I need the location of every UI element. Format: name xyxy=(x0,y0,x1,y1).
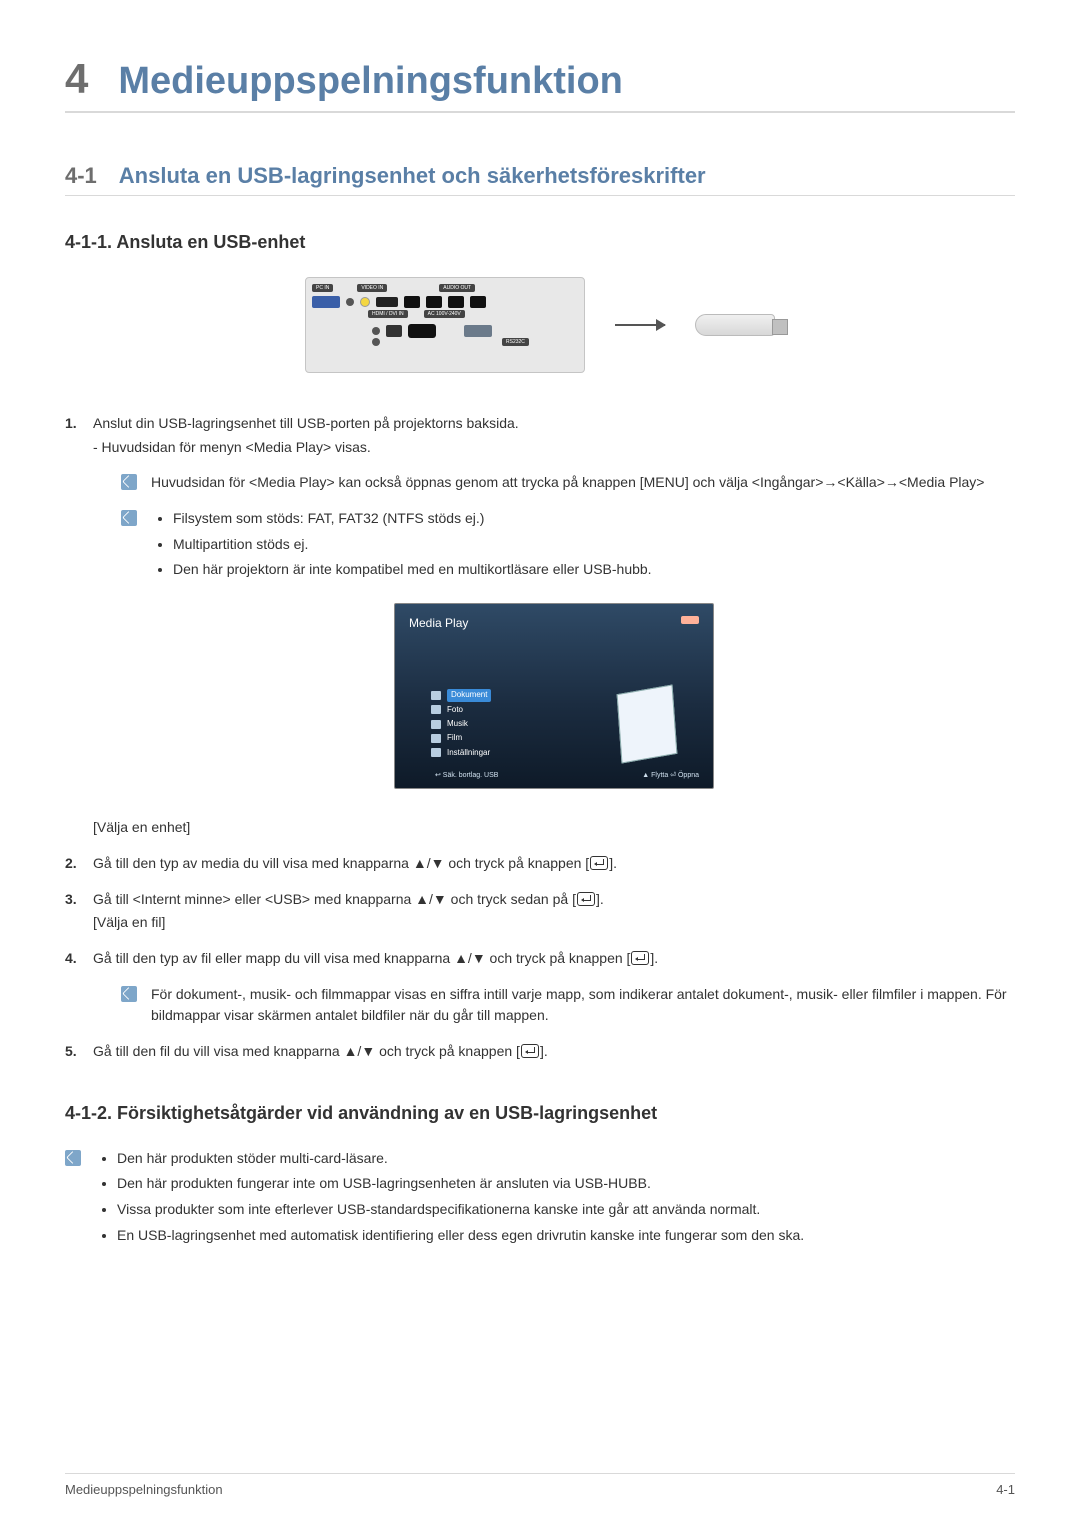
chapter-number: 4 xyxy=(65,55,88,103)
enter-icon xyxy=(631,951,649,965)
photo-icon xyxy=(431,705,441,714)
step-number: 2. xyxy=(65,853,77,875)
footer-right: 4-1 xyxy=(996,1482,1015,1497)
note-block: Filsystem som stöds: FAT, FAT32 (NTFS st… xyxy=(121,508,1015,585)
chapter-heading: 4 Medieuppspelningsfunktion xyxy=(65,55,1015,113)
port-label: HDMI / DVI IN xyxy=(368,310,408,318)
enter-icon xyxy=(577,892,595,906)
media-play-screenshot: Media Play Dokument Foto Musik Film Inst… xyxy=(394,603,714,789)
menu-item: Film xyxy=(431,732,491,744)
jack-icon xyxy=(346,298,354,306)
step-5: 5. Gå till den fil du vill visa med knap… xyxy=(65,1041,1015,1063)
gear-icon xyxy=(431,748,441,757)
jack-icon xyxy=(372,327,380,335)
step-subtext: [Välja en fil] xyxy=(93,912,1015,934)
projector-back-panel: PC IN VIDEO IN AUDIO OUT HDMI / DVI IN A… xyxy=(305,277,585,373)
usb-stick-icon xyxy=(695,314,775,336)
vga-port-icon xyxy=(312,296,340,308)
note-icon xyxy=(121,986,137,1002)
subsection-heading-b: 4-1-2. Försiktighetsåtgärder vid användn… xyxy=(65,1103,1015,1124)
power-port-icon xyxy=(408,324,436,338)
step-number: 5. xyxy=(65,1041,77,1063)
connection-diagram: PC IN VIDEO IN AUDIO OUT HDMI / DVI IN A… xyxy=(65,277,1015,373)
step-1: 1. Anslut din USB-lagringsenhet till USB… xyxy=(65,413,1015,839)
section-number: 4-1 xyxy=(65,163,97,189)
port-label: RS232C xyxy=(502,338,529,346)
step-subtext: - Huvudsidan för menyn <Media Play> visa… xyxy=(93,437,1015,459)
step-text-pre: Gå till den typ av media du vill visa me… xyxy=(93,855,589,871)
note-list: Filsystem som stöds: FAT, FAT32 (NTFS st… xyxy=(151,508,1015,585)
step-text-post: ]. xyxy=(540,1043,548,1059)
menu-item: Foto xyxy=(431,704,491,716)
step-text: Anslut din USB-lagringsenhet till USB-po… xyxy=(93,415,519,431)
note-block: Den här produkten stöder multi-card-läsa… xyxy=(65,1148,1015,1251)
port-label: VIDEO IN xyxy=(357,284,387,292)
jack-icon xyxy=(372,338,380,346)
port-icon xyxy=(386,325,402,337)
note-text: Huvudsidan för <Media Play> kan också öp… xyxy=(151,472,1015,494)
note-item: Multipartition stöds ej. xyxy=(173,534,1015,556)
step-2: 2. Gå till den typ av media du vill visa… xyxy=(65,853,1015,875)
step-text-post: ]. xyxy=(609,855,617,871)
note-item: Filsystem som stöds: FAT, FAT32 (NTFS st… xyxy=(173,508,1015,530)
document-preview-icon xyxy=(617,685,678,764)
serial-port-icon xyxy=(464,325,492,337)
step-text-pre: Gå till den typ av fil eller mapp du vil… xyxy=(93,950,630,966)
note-item: Vissa produkter som inte efterlever USB-… xyxy=(117,1199,1015,1221)
step-4: 4. Gå till den typ av fil eller mapp du … xyxy=(65,948,1015,1027)
media-play-footer-right: ▲ Flytta ⏎ Öppna xyxy=(642,771,699,782)
step-3: 3. Gå till <Internt minne> eller <USB> m… xyxy=(65,889,1015,934)
instruction-list: 1. Anslut din USB-lagringsenhet till USB… xyxy=(65,413,1015,1063)
arrow-right-icon xyxy=(615,324,665,326)
hdmi-port-icon xyxy=(376,297,398,307)
step-number: 1. xyxy=(65,413,77,435)
step-number: 4. xyxy=(65,948,77,970)
enter-icon xyxy=(590,856,608,870)
note-item: En USB-lagringsenhet med automatisk iden… xyxy=(117,1225,1015,1247)
menu-item: Inställningar xyxy=(431,747,491,759)
media-play-menu: Dokument Foto Musik Film Inställningar xyxy=(431,689,491,761)
enter-icon xyxy=(521,1044,539,1058)
step-number: 3. xyxy=(65,889,77,911)
film-icon xyxy=(431,734,441,743)
note-icon xyxy=(65,1150,81,1166)
note-icon xyxy=(121,474,137,490)
caption: [Välja en enhet] xyxy=(93,817,1015,839)
port-label: AC 100V-240V xyxy=(424,310,465,318)
page-footer: Medieuppspelningsfunktion 4-1 xyxy=(65,1473,1015,1497)
rca-port-icon xyxy=(360,297,370,307)
subsection-heading-a: 4-1-1. Ansluta en USB-enhet xyxy=(65,232,1015,253)
note-item: Den här projektorn är inte kompatibel me… xyxy=(173,559,1015,581)
step-text-post: ]. xyxy=(650,950,658,966)
port-icon xyxy=(426,296,442,308)
menu-item: Dokument xyxy=(431,689,491,701)
media-play-footer-left: ↩ Säk. bortlag. USB xyxy=(435,771,498,782)
step-text-pre: Gå till <Internt minne> eller <USB> med … xyxy=(93,891,576,907)
chapter-title: Medieuppspelningsfunktion xyxy=(118,60,623,103)
section-title: Ansluta en USB-lagringsenhet och säkerhe… xyxy=(119,163,706,189)
note-list: Den här produkten stöder multi-card-läsa… xyxy=(95,1148,1015,1251)
section-heading: 4-1 Ansluta en USB-lagringsenhet och säk… xyxy=(65,163,1015,196)
menu-item: Musik xyxy=(431,718,491,730)
note-block: För dokument-, musik- och filmmappar vis… xyxy=(121,984,1015,1027)
note-icon xyxy=(121,510,137,526)
note-item: Den här produkten fungerar inte om USB-l… xyxy=(117,1173,1015,1195)
port-label: AUDIO OUT xyxy=(439,284,475,292)
port-label: PC IN xyxy=(312,284,333,292)
music-icon xyxy=(431,720,441,729)
media-play-title: Media Play xyxy=(395,604,713,643)
usb-indicator-icon xyxy=(681,616,699,624)
port-icon xyxy=(470,296,486,308)
note-text: För dokument-, musik- och filmmappar vis… xyxy=(151,984,1015,1027)
port-icon xyxy=(404,296,420,308)
step-text-pre: Gå till den fil du vill visa med knappar… xyxy=(93,1043,520,1059)
document-icon xyxy=(431,691,441,700)
step-text-post: ]. xyxy=(596,891,604,907)
note-block: Huvudsidan för <Media Play> kan också öp… xyxy=(121,472,1015,494)
port-icon xyxy=(448,296,464,308)
note-item: Den här produkten stöder multi-card-läsa… xyxy=(117,1148,1015,1170)
footer-left: Medieuppspelningsfunktion xyxy=(65,1482,223,1497)
